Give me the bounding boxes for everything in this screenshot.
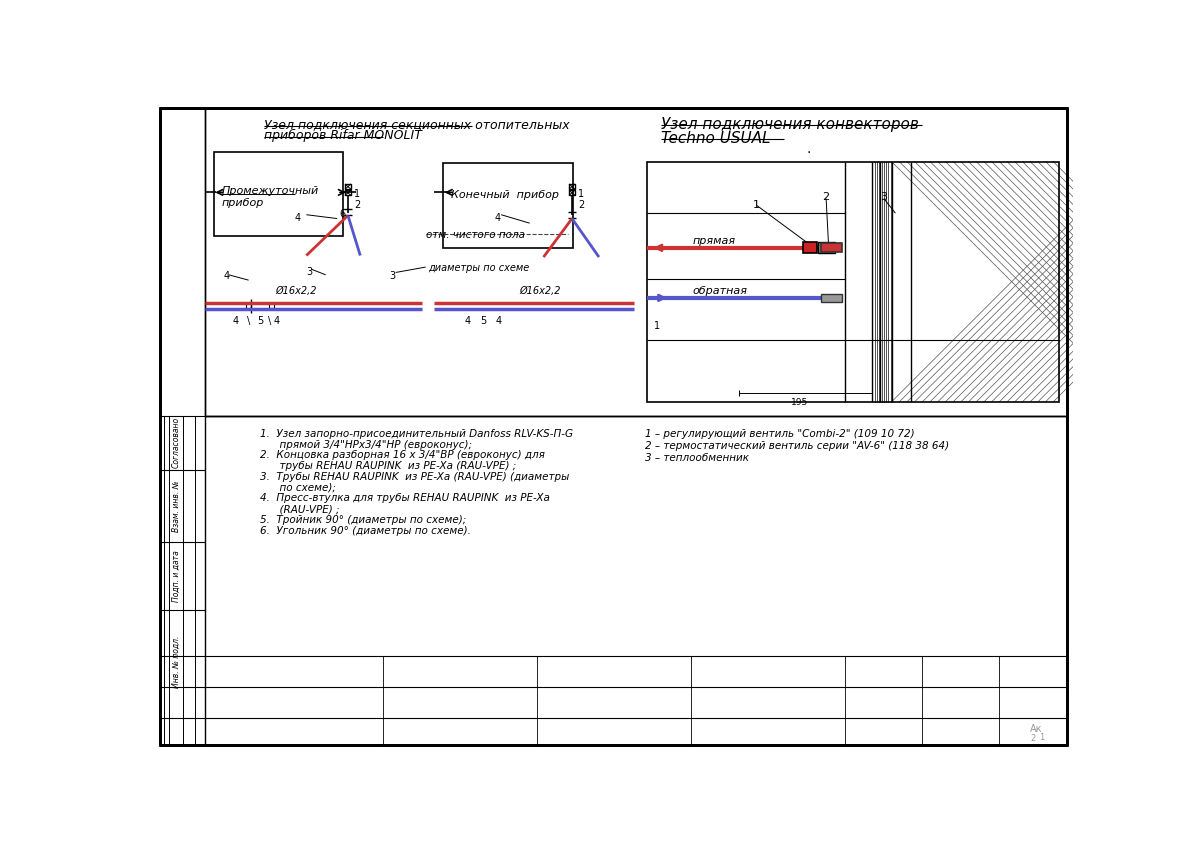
Text: 4: 4 — [274, 316, 280, 326]
Text: \: \ — [268, 316, 271, 326]
Text: по схеме);: по схеме); — [261, 483, 336, 492]
Text: 6.  Угольник 90° (диаметры по схеме).: 6. Угольник 90° (диаметры по схеме). — [261, 526, 471, 536]
Bar — [803, 243, 817, 253]
Text: 3: 3 — [880, 192, 887, 202]
Text: диаметры по схеме: диаметры по схеме — [428, 263, 529, 273]
Text: Согласовано: Согласовано — [172, 417, 180, 468]
Bar — [269, 303, 274, 308]
Text: 5.  Тройник 90° (диаметры по схеме);: 5. Тройник 90° (диаметры по схеме); — [261, 515, 466, 525]
Text: 4: 4 — [295, 213, 301, 223]
Text: Ø16x2,2: Ø16x2,2 — [519, 286, 560, 296]
Text: 4: 4 — [496, 316, 502, 326]
Text: 3 – теплообменник: 3 – теплообменник — [645, 453, 749, 464]
Text: (RAU-VPE) ;: (RAU-VPE) ; — [261, 504, 339, 514]
Bar — [821, 294, 842, 302]
Text: прямая: прямая — [693, 235, 736, 245]
Text: 2: 2 — [1030, 734, 1035, 744]
Bar — [646, 162, 1059, 402]
Bar — [214, 151, 343, 236]
Text: 1: 1 — [655, 321, 661, 331]
Text: ·: · — [807, 146, 811, 160]
Text: 1.  Узел запорно-присоединительный Danfoss RLV-KS-П-G: 1. Узел запорно-присоединительный Danfos… — [261, 429, 574, 439]
Text: Взам. инв. №: Взам. инв. № — [172, 480, 180, 531]
Text: 4: 4 — [495, 213, 501, 223]
Text: 2: 2 — [578, 201, 584, 210]
Text: 2 – термостатический вентиль серии "AV-6" (118 38 64): 2 – термостатический вентиль серии "AV-6… — [645, 441, 949, 451]
Text: 1: 1 — [753, 201, 760, 210]
Text: 2: 2 — [822, 192, 829, 202]
Bar — [443, 163, 572, 248]
Text: 1: 1 — [354, 189, 360, 199]
Text: 195: 195 — [791, 398, 808, 407]
Bar — [569, 190, 575, 195]
Text: 3: 3 — [390, 271, 396, 281]
Text: приборов Rifar MONOLIT: приборов Rifar MONOLIT — [264, 129, 422, 142]
Text: 1: 1 — [1040, 733, 1044, 742]
Text: обратная: обратная — [693, 286, 748, 295]
Text: Промежуточный
прибор: Промежуточный прибор — [221, 186, 319, 208]
Text: 5: 5 — [257, 316, 263, 326]
Bar — [821, 243, 842, 252]
Text: 2.  Концовка разборная 16 x 3/4"ВР (евроконус) для: 2. Концовка разборная 16 x 3/4"ВР (еврок… — [261, 450, 545, 460]
Text: отм. чистого пола: отм. чистого пола — [425, 230, 525, 240]
Text: Ø16x2,2: Ø16x2,2 — [276, 286, 317, 296]
Text: 1 – регулирующий вентиль "Combi-2" (109 10 72): 1 – регулирующий вентиль "Combi-2" (109 … — [645, 429, 915, 439]
Bar — [345, 190, 351, 195]
Text: 2: 2 — [354, 201, 361, 210]
Text: 6: 6 — [339, 209, 345, 219]
Bar — [819, 243, 835, 253]
Text: 3: 3 — [306, 267, 312, 277]
Text: 1: 1 — [578, 189, 584, 199]
Text: прямой 3/4"НРx3/4"НР (евроконус);: прямой 3/4"НРx3/4"НР (евроконус); — [261, 440, 472, 449]
Text: 4: 4 — [233, 316, 239, 326]
Text: Конечный  прибор: Конечный прибор — [452, 190, 559, 200]
Text: \: \ — [247, 316, 250, 326]
Text: Узел подключения секционных отопительных: Узел подключения секционных отопительных — [264, 118, 570, 131]
Text: трубы REHAU RAUPINK  из PE-Xa (RAU-VPE) ;: трубы REHAU RAUPINK из PE-Xa (RAU-VPE) ; — [261, 461, 516, 471]
Bar — [569, 184, 575, 190]
Text: Techno USUAL: Techno USUAL — [661, 131, 770, 146]
Text: 5: 5 — [480, 316, 486, 326]
Bar — [246, 303, 251, 308]
Text: Инв. № подл.: Инв. № подл. — [172, 636, 180, 689]
Text: Подп. и дата: Подп. и дата — [172, 550, 180, 602]
Text: Ак: Ак — [1030, 723, 1043, 733]
Text: 4: 4 — [223, 271, 231, 281]
Text: 4.  Пресс-втулка для трубы REHAU RAUPINK  из PE-Xa: 4. Пресс-втулка для трубы REHAU RAUPINK … — [261, 493, 550, 503]
Text: Узел подключения конвекторов: Узел подключения конвекторов — [661, 117, 919, 132]
Text: 3.  Трубы REHAU RAUPINK  из PE-Xa (RAU-VPE) (диаметры: 3. Трубы REHAU RAUPINK из PE-Xa (RAU-VPE… — [261, 472, 570, 482]
Text: 4: 4 — [465, 316, 471, 326]
Bar — [345, 184, 351, 190]
Bar — [204, 107, 1067, 415]
